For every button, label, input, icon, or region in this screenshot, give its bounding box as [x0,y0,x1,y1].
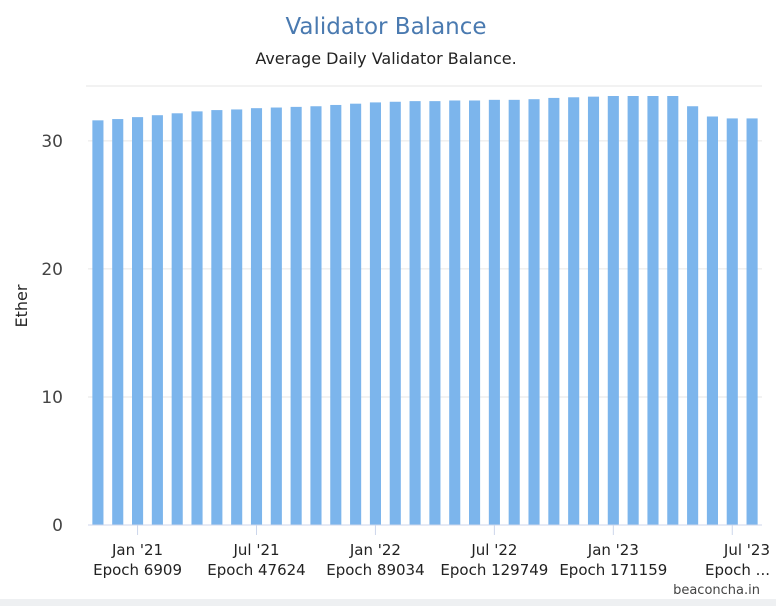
bar[interactable] [132,117,144,525]
bar[interactable] [706,116,718,525]
x-axis-ticks: Jan '21 Epoch 6909 Jul '21 Epoch 47624 Jan '… [93,525,770,579]
bar[interactable] [92,120,104,525]
bar[interactable] [687,106,699,525]
bar[interactable] [112,119,124,525]
bar[interactable] [568,97,580,526]
bar[interactable] [191,111,203,526]
x-tick-label-epoch: Epoch 47624 [207,561,305,579]
y-axis-ticks: 0 10 20 30 [41,132,63,536]
chart-title: Validator Balance [285,14,486,40]
bar[interactable] [528,99,540,526]
bar[interactable] [488,99,500,525]
bar[interactable] [469,100,481,525]
y-axis-label: Ether [12,284,31,327]
y-tick-label: 20 [41,260,63,280]
bar[interactable] [250,108,263,525]
bar[interactable] [310,106,322,525]
bar[interactable] [587,96,600,526]
chart-subtitle: Average Daily Validator Balance. [255,49,516,68]
bar[interactable] [429,101,441,526]
bar[interactable] [270,107,282,525]
bar[interactable] [746,118,758,525]
x-tick-label-month: Jul '21 [232,541,279,559]
x-tick-label-month: Jul '23 [723,541,770,559]
bar[interactable] [508,99,520,525]
bar[interactable] [211,110,223,525]
y-tick-label: 0 [52,516,63,536]
x-tick-label-epoch: Epoch ... [705,561,770,579]
bar[interactable] [607,96,619,525]
bar[interactable] [330,104,342,526]
chart-credit[interactable]: beaconcha.in [673,583,760,598]
bar[interactable] [548,97,560,525]
bar[interactable] [231,109,243,526]
bar[interactable] [171,113,183,526]
bar[interactable] [726,118,738,525]
y-tick-label: 30 [41,132,63,152]
y-tick-label: 10 [41,388,63,408]
bar[interactable] [627,96,639,525]
x-tick-label-epoch: Epoch 89034 [326,561,424,579]
bar[interactable] [369,102,381,525]
x-tick-label-month: Jan '21 [111,541,163,559]
x-tick-label-month: Jan '22 [349,541,401,559]
x-tick-label-epoch: Epoch 171159 [559,561,667,579]
x-tick-label-month: Jan '23 [587,541,639,559]
bar[interactable] [647,96,659,525]
x-tick-label-month: Jul '22 [470,541,517,559]
bar[interactable] [449,100,461,525]
bar[interactable] [409,101,421,526]
bars [92,96,758,526]
x-tick-label-epoch: Epoch 129749 [440,561,548,579]
bar[interactable] [151,115,163,525]
bar[interactable] [350,103,362,525]
bar[interactable] [290,106,302,525]
bar[interactable] [389,101,401,525]
x-tick-label-epoch: Epoch 6909 [93,561,182,579]
bottom-strip [0,599,776,606]
bar[interactable] [667,96,679,525]
